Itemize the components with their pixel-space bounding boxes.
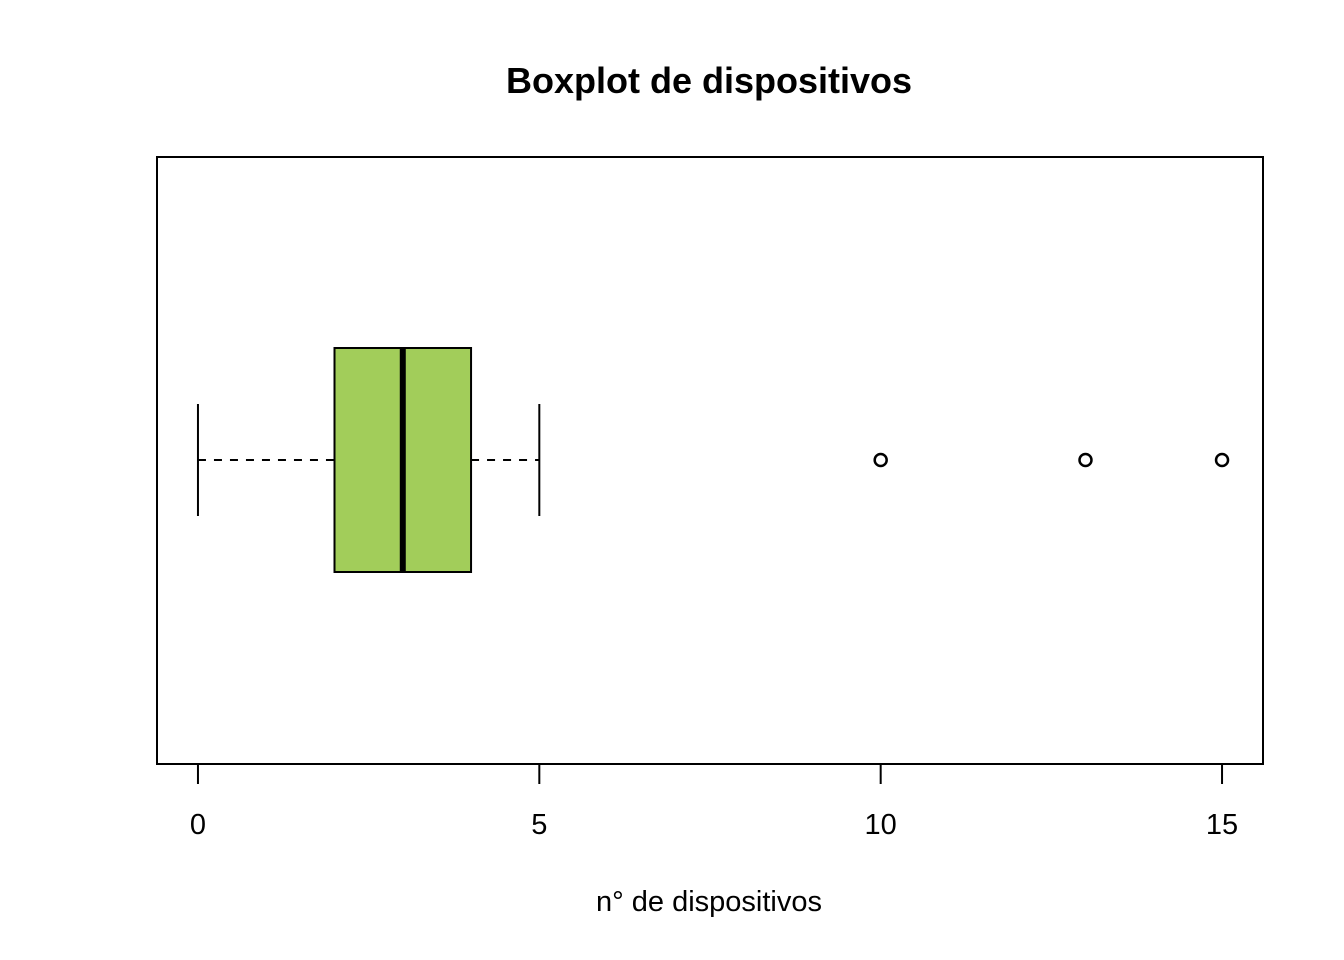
- x-tick-label: 10: [865, 809, 897, 841]
- chart-title: Boxplot de dispositivos: [506, 60, 912, 101]
- x-tick-label: 15: [1206, 809, 1238, 841]
- outlier-point: [1078, 452, 1093, 468]
- outlier-point: [873, 452, 888, 468]
- x-axis-label: n° de dispositivos: [596, 886, 822, 918]
- x-tick-label: 0: [190, 809, 206, 841]
- plot-frame: [156, 156, 1264, 765]
- outlier-point: [1214, 452, 1230, 468]
- x-axis: 0 5 10 15: [190, 763, 1238, 841]
- x-tick-label: 5: [531, 809, 547, 841]
- box-group: [196, 347, 1230, 573]
